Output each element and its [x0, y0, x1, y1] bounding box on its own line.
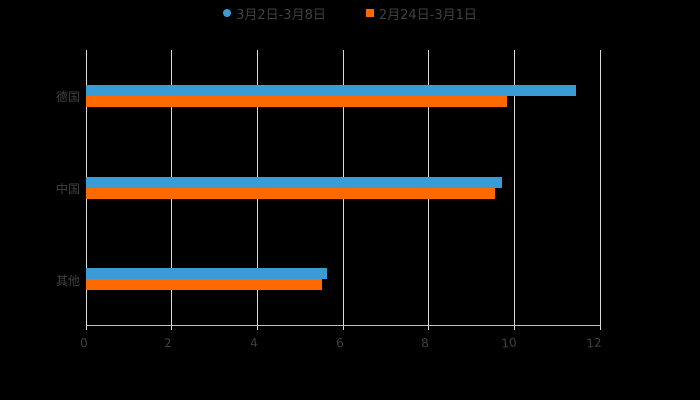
x-tick-label: 4	[249, 335, 259, 351]
bar-china-series-1[interactable]	[86, 177, 502, 188]
gridline	[600, 50, 601, 330]
chart-legend: 3月2日-3月8日 2月24日-3月1日	[0, 4, 700, 23]
category-label-other: 其他	[55, 274, 80, 288]
legend-item-series-1[interactable]: 3月2日-3月8日	[223, 4, 326, 23]
legend-square-icon	[365, 9, 374, 17]
x-axis-line	[86, 325, 601, 326]
legend-label: 3月2日-3月8日	[236, 7, 326, 23]
category-label-germany: 德国	[55, 90, 80, 104]
legend-circle-icon	[223, 9, 232, 17]
gridline	[514, 50, 515, 330]
category-label-china: 中国	[55, 182, 80, 196]
x-tick-label: 12	[585, 335, 603, 351]
bar-other-series-2[interactable]	[86, 279, 322, 290]
x-tick-label: 6	[335, 335, 345, 351]
bar-germany-series-2[interactable]	[86, 96, 507, 107]
x-tick-label: 8	[420, 335, 430, 351]
legend-label: 2月24日-3月1日	[378, 7, 477, 23]
legend-item-series-2[interactable]: 2月24日-3月1日	[365, 4, 477, 23]
bar-china-series-2[interactable]	[86, 188, 495, 199]
x-tick-label: 0	[79, 335, 89, 351]
x-tick-label: 10	[500, 335, 518, 351]
bar-other-series-1[interactable]	[86, 268, 327, 279]
x-tick-label: 2	[163, 335, 173, 351]
bar-germany-series-1[interactable]	[86, 85, 576, 96]
